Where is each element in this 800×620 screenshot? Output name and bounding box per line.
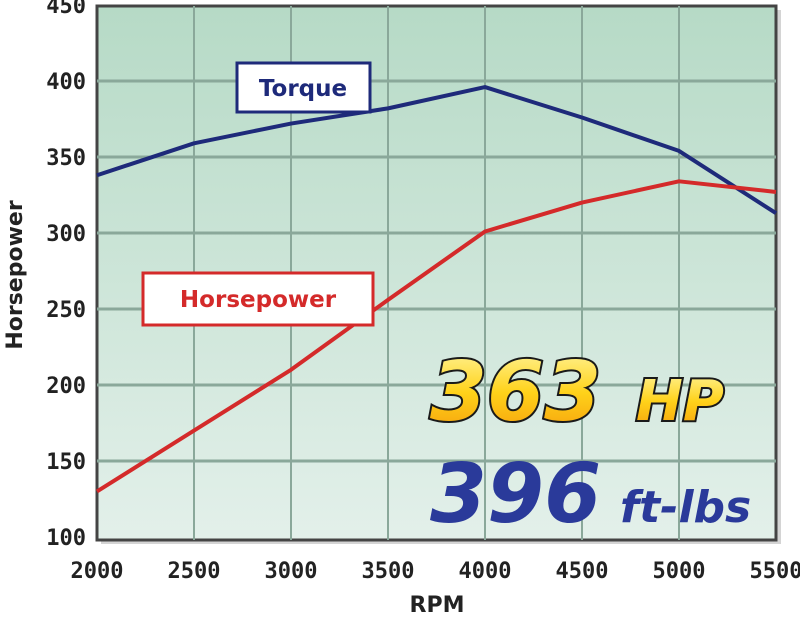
legend-torque-label: Torque xyxy=(259,76,347,102)
x-tick-label: 3500 xyxy=(362,559,415,584)
x-tick-label: 5000 xyxy=(653,559,706,584)
x-tick-label: 3000 xyxy=(265,559,318,584)
y-tick-label: 300 xyxy=(46,222,86,247)
x-tick-label: 2500 xyxy=(168,559,221,584)
x-tick-label: 5500 xyxy=(750,559,800,584)
x-tick-label: 2000 xyxy=(71,559,124,584)
y-tick-label: 100 xyxy=(46,526,86,551)
y-tick-label: 350 xyxy=(46,146,86,171)
series-line-torque xyxy=(96,85,778,215)
y-tick-label: 150 xyxy=(46,450,86,475)
x-tick-label: 4000 xyxy=(459,559,512,584)
torque-value: 396 xyxy=(430,447,601,542)
hp-annotation: 363 HP 396 ft-lbs xyxy=(428,343,751,542)
hp-value: 363 xyxy=(430,345,601,440)
torque-unit: ft-lbs xyxy=(620,482,751,533)
x-tick-label: 4500 xyxy=(556,559,609,584)
y-tick-label: 250 xyxy=(46,298,86,323)
legend-torque: Torque xyxy=(235,61,372,114)
y-tick-label: 450 xyxy=(46,0,86,19)
hp-unit: HP xyxy=(636,369,724,434)
legend-horsepower: Horsepower xyxy=(141,271,375,327)
legend-horsepower-label: Horsepower xyxy=(180,287,337,313)
y-tick-label: 200 xyxy=(46,374,86,399)
y-axis-label: Horsepower xyxy=(3,200,28,349)
series-line-horsepower xyxy=(95,179,777,494)
x-axis-label: RPM xyxy=(410,593,465,618)
y-tick-label: 400 xyxy=(46,70,86,95)
